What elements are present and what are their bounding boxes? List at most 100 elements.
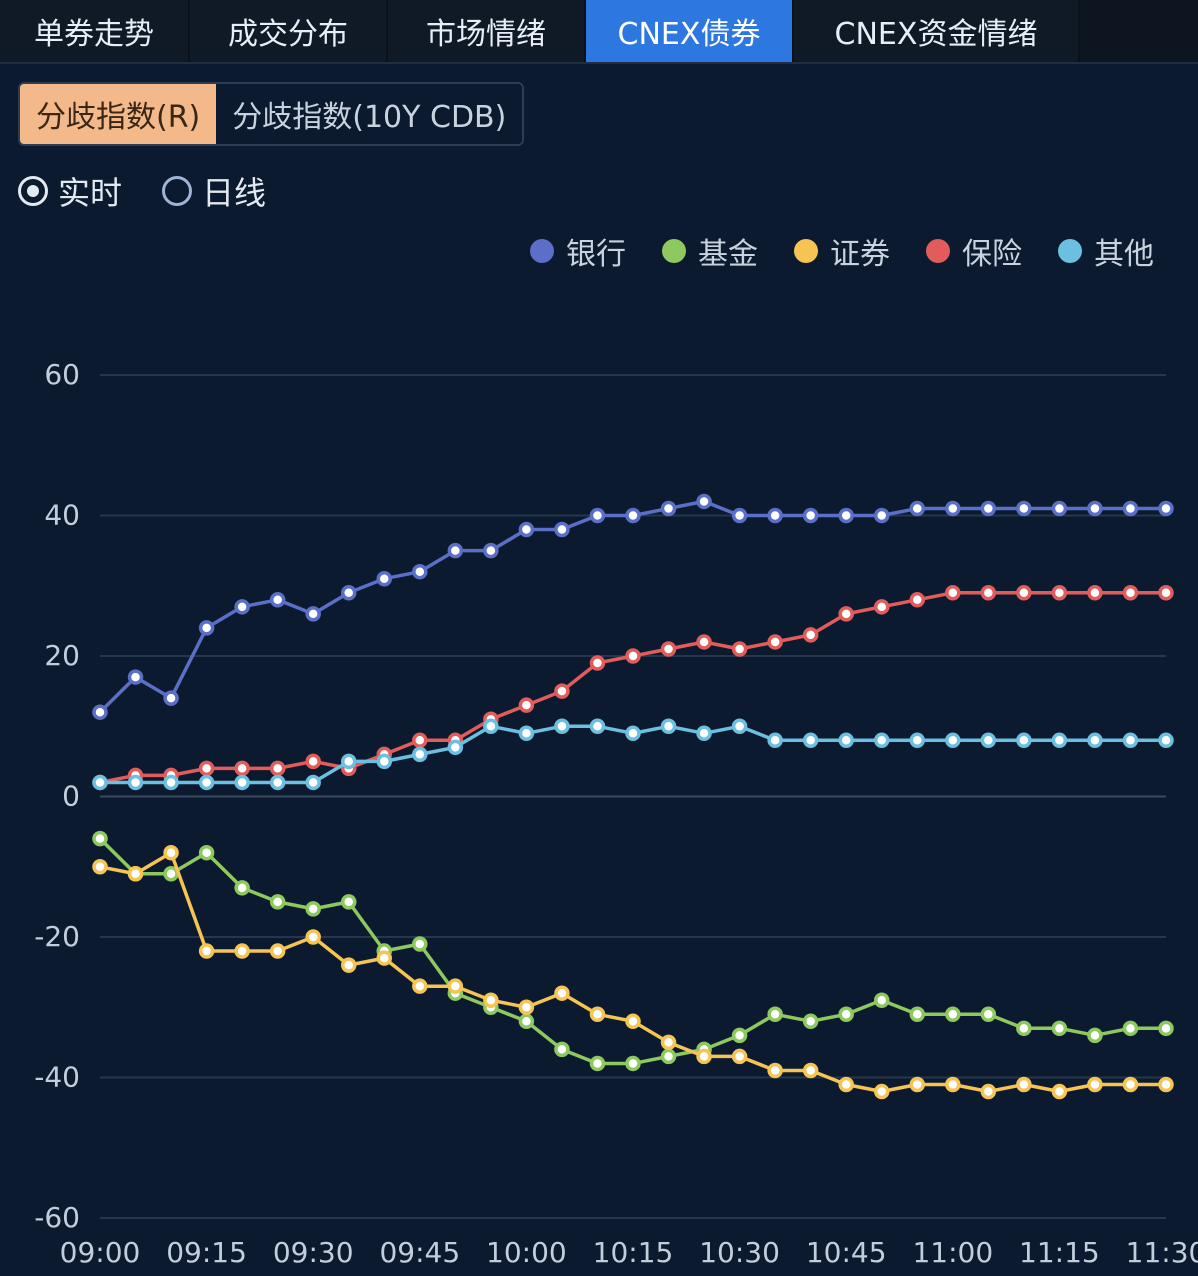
data-point [589,1006,606,1023]
data-point [163,866,179,882]
data-point [376,570,393,587]
legend-dot-icon [1058,239,1082,263]
y-tick-label: -60 [34,1201,80,1234]
data-point [980,585,997,601]
data-point [838,606,854,622]
data-point [92,830,108,847]
data-point [625,1055,641,1072]
data-point [696,493,712,510]
data-point [802,507,819,524]
data-point [198,760,215,777]
data-point [554,683,570,699]
data-point [660,500,677,517]
data-point [625,507,641,524]
data-point [163,774,179,791]
data-point [802,732,819,749]
data-point [1158,500,1174,517]
data-point [198,943,215,959]
series-line-0 [98,499,1166,714]
legend-dot-icon [530,239,554,263]
data-point [767,634,783,650]
legend-item-fund[interactable]: 基金 [662,229,758,273]
index-type-segmented-control: 分歧指数(R) 分歧指数(10Y CDB) [18,82,525,146]
data-point [1122,585,1139,601]
data-point [92,859,108,875]
legend-item-other[interactable]: 其他 [1058,229,1154,273]
y-tick-label: 20 [44,639,80,672]
series-line-2 [99,850,1166,1094]
segment-divergence-index-10y-cdb[interactable]: 分歧指数(10Y CDB) [216,84,523,144]
y-tick-label: 40 [44,499,80,532]
data-point [92,704,108,720]
tab-cnex-funding-sentiment[interactable]: CNEX资金情绪 [794,0,1080,62]
legend-dot-icon [794,239,818,263]
data-point [554,1041,570,1058]
data-point [1087,1076,1103,1093]
legend-dot-icon [926,239,950,263]
data-point [1158,1020,1174,1037]
tab-trade-distribution[interactable]: 成交分布 [190,0,388,62]
data-point [340,585,357,601]
data-point [767,507,783,524]
legend-item-securities[interactable]: 证券 [794,229,890,273]
data-point [802,1013,819,1030]
data-point [909,1006,926,1023]
data-point [198,844,215,861]
data-point [518,999,535,1015]
data-point [1051,500,1068,517]
data-point [1016,500,1032,517]
chart-legend: 银行 基金 证券 保险 其他 [530,228,1190,274]
data-point [1051,1020,1068,1037]
data-point [127,774,144,791]
data-point [518,521,535,538]
y-tick-label: 0 [62,780,80,813]
data-point [518,1013,535,1030]
x-tick-label: 09:00 [60,1236,141,1269]
data-point [163,690,179,706]
data-point [660,1034,677,1051]
data-point [340,894,357,910]
data-point [198,620,215,636]
radio-realtime[interactable]: 实时 [18,168,122,214]
data-point [1087,732,1103,749]
data-point [1158,585,1174,601]
legend-label: 基金 [698,237,758,272]
data-point [625,648,641,664]
data-point [554,718,570,734]
tab-cnex-bond[interactable]: CNEX债券 [586,0,794,62]
legend-label: 证券 [830,237,890,272]
data-point [731,718,748,734]
x-tick-label: 10:00 [486,1236,567,1269]
data-point [554,985,570,1001]
data-point [909,500,926,517]
data-point [909,592,926,608]
data-point [731,1048,748,1065]
y-tick-label: -20 [34,920,80,953]
data-point [873,732,890,749]
data-point [980,732,997,749]
data-point [1016,732,1032,749]
period-radio-group: 实时 日线 [18,166,306,216]
data-point [696,725,712,742]
data-point [305,753,321,770]
data-point [234,599,250,615]
data-point [234,760,250,777]
data-point [269,894,286,910]
data-point [802,1062,819,1079]
data-point [269,592,286,608]
tab-market-sentiment[interactable]: 市场情绪 [388,0,586,62]
data-point [1122,1076,1139,1093]
x-tick-label: 11:30 [1126,1236,1198,1269]
segment-divergence-index-r[interactable]: 分歧指数(R) [20,84,217,144]
legend-label: 银行 [566,237,626,272]
tab-single-bond-trend[interactable]: 单券走势 [0,0,190,62]
data-point [945,1006,961,1023]
data-point [305,606,321,622]
data-point [696,1048,712,1065]
data-point [589,1055,606,1072]
data-point [625,725,641,742]
legend-item-bank[interactable]: 银行 [530,229,626,273]
legend-item-insurance[interactable]: 保险 [926,229,1022,273]
data-point [412,936,428,952]
radio-daily[interactable]: 日线 [162,168,266,214]
